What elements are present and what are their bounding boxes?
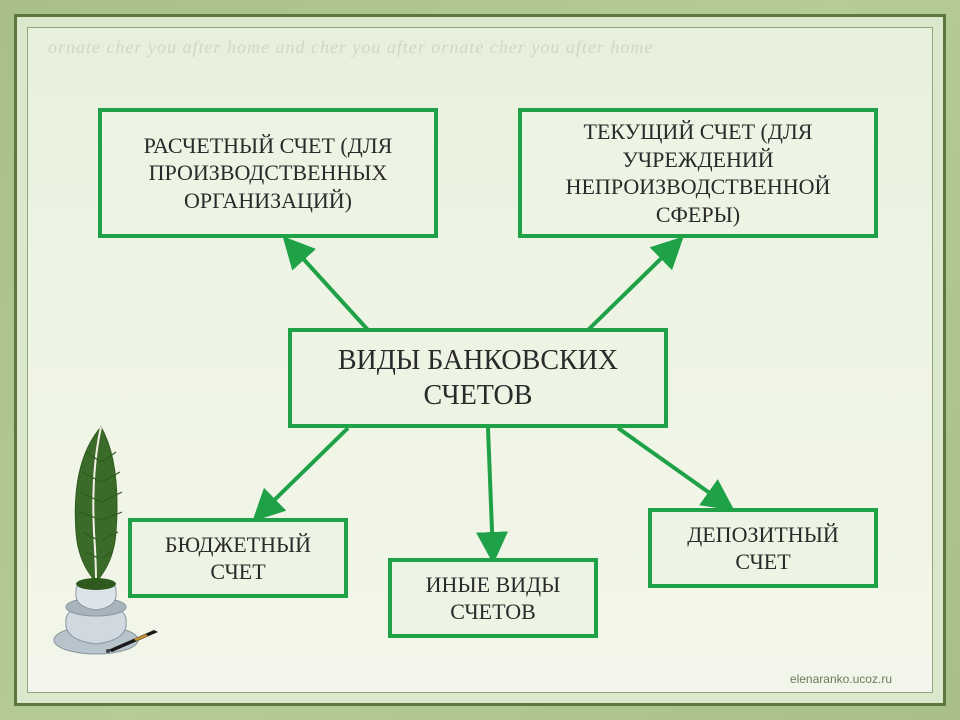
inner-canvas: ornate cher you after home and cher you … <box>27 27 933 693</box>
edge-1 <box>588 242 678 330</box>
edge-3 <box>488 428 493 556</box>
edge-2 <box>258 428 348 516</box>
outer-frame: ornate cher you after home and cher you … <box>0 0 960 720</box>
node-current: ТЕКУЩИЙ СЧЕТ (ДЛЯ УЧРЕЖДЕНИЙ НЕПРОИЗВОДС… <box>518 108 878 238</box>
quill-inkwell-decoration <box>46 412 166 662</box>
edge-0 <box>288 242 368 330</box>
node-settlement: РАСЧЕТНЫЙ СЧЕТ (ДЛЯ ПРОИЗВОДСТВЕННЫХ ОРГ… <box>98 108 438 238</box>
border-frame: ornate cher you after home and cher you … <box>14 14 946 706</box>
node-deposit: ДЕПОЗИТНЫЙ СЧЕТ <box>648 508 878 588</box>
node-center: ВИДЫ БАНКОВСКИХ СЧЕТОВ <box>288 328 668 428</box>
node-other: ИНЫЕ ВИДЫ СЧЕТОВ <box>388 558 598 638</box>
feather-icon <box>75 427 122 582</box>
watermark-text: elenaranko.ucoz.ru <box>790 672 892 686</box>
edge-4 <box>618 428 728 506</box>
